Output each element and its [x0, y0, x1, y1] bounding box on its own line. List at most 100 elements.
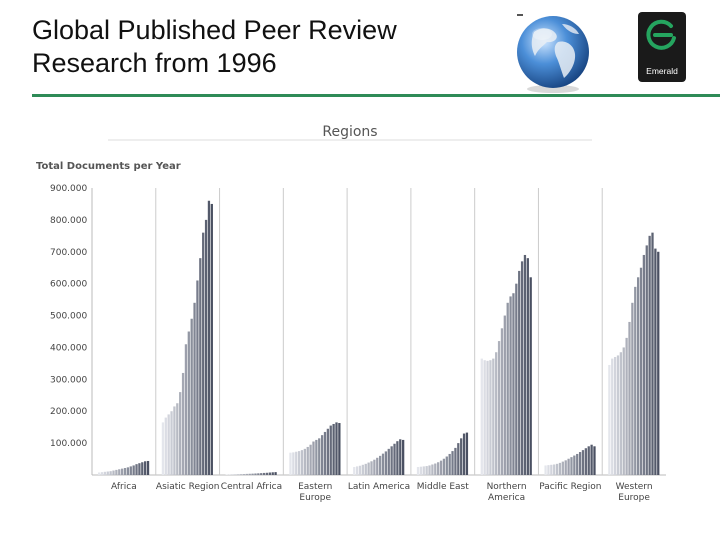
bar: [564, 460, 567, 475]
bar: [300, 450, 304, 475]
bar: [520, 261, 524, 475]
bar: [425, 466, 428, 475]
bar: [367, 462, 370, 475]
slide-title: Global Published Peer Review Research fr…: [32, 14, 502, 80]
x-tick-label: Europe: [618, 493, 650, 503]
bar: [631, 302, 634, 475]
bar: [338, 423, 341, 475]
bar: [442, 458, 446, 475]
bar: [608, 364, 611, 475]
slide-title-line-1: Global Published Peer Review: [32, 15, 397, 45]
bar: [381, 453, 385, 475]
bar: [379, 455, 382, 475]
x-tick-label: Europe: [299, 493, 331, 503]
bar: [292, 452, 295, 475]
bar: [570, 457, 573, 475]
bar: [437, 462, 440, 475]
bar: [245, 473, 248, 475]
bar-chart: 900.000 800.000 700.000 600.000 500.000 400.0…: [50, 139, 666, 503]
x-tick-label: Eastern: [298, 482, 332, 492]
bar: [115, 469, 118, 475]
bar: [228, 474, 231, 475]
bar: [187, 331, 190, 475]
x-tick-label: Africa: [111, 482, 137, 492]
bar: [396, 441, 399, 475]
bar: [628, 321, 631, 475]
y-tick-label: 700.000: [50, 248, 87, 258]
bar: [523, 254, 527, 475]
bar: [332, 423, 335, 475]
bar: [170, 411, 173, 475]
bar: [555, 463, 559, 475]
bar: [364, 463, 367, 475]
y-tick-label: 800.000: [50, 216, 87, 226]
bar: [254, 473, 257, 475]
emerald-e-icon: [646, 19, 676, 50]
bar: [434, 463, 437, 475]
bar: [257, 473, 260, 475]
bar: [454, 447, 457, 475]
bar: [315, 439, 318, 475]
bar: [448, 453, 451, 475]
x-tick-label: Asiatic Region: [156, 482, 220, 492]
bar: [526, 258, 529, 475]
y-tick-label: 600.000: [50, 280, 87, 290]
bar: [271, 472, 274, 475]
bar: [167, 414, 170, 475]
bar: [483, 360, 486, 475]
bar: [118, 469, 121, 475]
bar: [289, 452, 292, 475]
bar: [164, 417, 167, 475]
bar: [129, 466, 132, 475]
bar: [558, 462, 562, 475]
bar: [306, 446, 309, 475]
bar: [584, 448, 587, 475]
bar: [416, 467, 420, 475]
bar: [495, 352, 498, 475]
bar: [462, 433, 466, 475]
bar: [161, 422, 165, 475]
bar: [237, 474, 240, 475]
bar: [121, 468, 124, 475]
y-tick-label: 300.000: [50, 375, 87, 385]
slide-title-line-2: Research from 1996: [32, 48, 277, 78]
bar: [503, 315, 506, 475]
bar: [193, 302, 196, 475]
bar: [642, 254, 646, 475]
bar: [173, 406, 176, 475]
bar: [428, 465, 431, 475]
bar: [100, 472, 104, 475]
bar: [146, 460, 150, 475]
bar: [550, 464, 553, 475]
bar: [497, 341, 501, 475]
bar: [578, 452, 582, 475]
bar: [402, 439, 405, 475]
bar: [262, 472, 266, 475]
bar: [576, 453, 579, 475]
y-tick-label: 200.000: [50, 407, 87, 417]
bar: [384, 451, 388, 475]
bar: [518, 270, 521, 475]
bar: [303, 448, 306, 475]
bar: [204, 219, 208, 475]
bar: [587, 446, 590, 475]
bar: [573, 455, 576, 475]
bar: [265, 472, 269, 475]
bar: [248, 473, 251, 475]
bar: [636, 277, 640, 475]
bar: [326, 428, 330, 475]
bar: [373, 459, 376, 475]
bar: [544, 465, 547, 475]
bar: [634, 286, 637, 475]
globe-mark: [517, 14, 523, 16]
y-tick-label: 400.000: [50, 343, 87, 353]
bar: [176, 403, 179, 475]
bar: [138, 463, 141, 475]
bar: [231, 474, 234, 475]
bar: [619, 352, 623, 475]
bar: [613, 357, 617, 475]
bar: [460, 438, 463, 475]
bar: [515, 283, 518, 475]
bar: [561, 461, 564, 475]
globe-icon: [512, 12, 594, 94]
